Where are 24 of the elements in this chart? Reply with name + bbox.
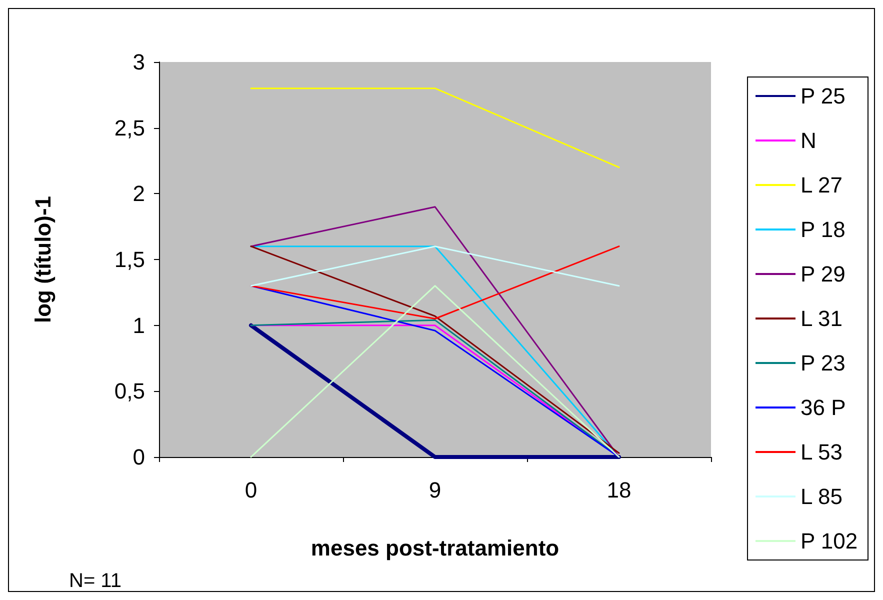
legend-label: P 25 xyxy=(800,84,846,108)
y-tick-label: 2,5 xyxy=(114,115,145,140)
x-axis-title: meses post-tratamiento xyxy=(310,536,560,560)
y-tick-label: 1 xyxy=(132,312,145,338)
legend-label: N xyxy=(800,128,816,153)
legend-label: P 18 xyxy=(800,217,846,242)
legend-label: P 102 xyxy=(800,528,858,554)
y-tick-label: 0 xyxy=(132,444,145,470)
legend-label: L 85 xyxy=(800,484,843,509)
y-tick-label: 2 xyxy=(132,181,145,206)
legend-label: P 23 xyxy=(800,350,846,376)
x-tick-label: 9 xyxy=(428,478,442,502)
x-tick-label: 0 xyxy=(244,478,258,502)
legend-label: P 29 xyxy=(800,262,846,286)
x-tick-label: 18 xyxy=(606,478,632,502)
y-tick-label: 0,5 xyxy=(114,378,145,404)
legend-label: L 53 xyxy=(800,440,843,464)
legend-label: L 31 xyxy=(800,306,843,331)
y-axis-title: log (título)-1 xyxy=(30,196,56,324)
y-tick-label: 1,5 xyxy=(114,247,145,272)
text: N= 11 xyxy=(69,570,122,592)
y-tick-label: 3 xyxy=(132,50,145,74)
legend-label: 36 P xyxy=(800,395,846,420)
legend-label: L 27 xyxy=(800,172,843,198)
